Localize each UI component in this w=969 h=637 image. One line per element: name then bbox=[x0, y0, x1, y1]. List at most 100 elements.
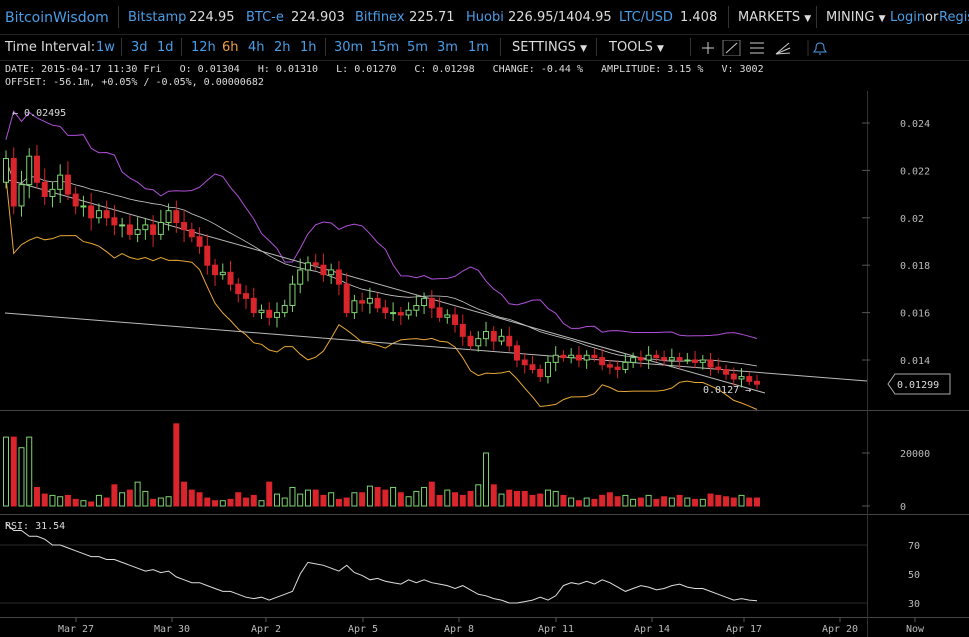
crosshair-icon[interactable] bbox=[702, 42, 714, 54]
volume-bar bbox=[219, 500, 226, 507]
x-tick-label: Apr 8 bbox=[444, 624, 474, 635]
low-marker: 0.0127 → bbox=[703, 385, 751, 396]
volume-bar bbox=[637, 497, 644, 507]
candle-body bbox=[289, 283, 296, 306]
volume-bar bbox=[188, 489, 195, 507]
volume-bar bbox=[405, 496, 412, 507]
candle-body bbox=[730, 373, 737, 380]
current-price-label: 0.01299 bbox=[897, 380, 939, 391]
ohlc-info: DATE: 2015-04-17 11:30 Fri O: 0.01304 H:… bbox=[5, 64, 764, 75]
interval-1m[interactable]: 1m bbox=[468, 40, 489, 55]
register-link[interactable]: Regis bbox=[939, 10, 969, 25]
caret-down-icon: ▼ bbox=[580, 44, 588, 54]
candle-body bbox=[699, 359, 706, 363]
volume-bar bbox=[692, 498, 699, 507]
volume-bar bbox=[250, 494, 257, 507]
chart-area[interactable]: 0.024 0.022 0.02 0.018 0.016 0.014 20000 0 70 5… bbox=[0, 91, 969, 637]
ticker-price-bitfinex: 225.71 bbox=[409, 10, 455, 25]
y-tick-label: 0.018 bbox=[900, 261, 930, 272]
caret-down-icon: ▼ bbox=[878, 14, 886, 24]
x-tick-label: Apr 5 bbox=[348, 624, 378, 635]
candle-body bbox=[243, 293, 250, 299]
ticker-exchange-huobi[interactable]: Huobi bbox=[466, 10, 504, 25]
candlesticks bbox=[3, 144, 760, 390]
candle-body bbox=[529, 364, 536, 370]
interval-1d[interactable]: 1d bbox=[157, 40, 174, 55]
bell-icon[interactable] bbox=[813, 42, 827, 55]
interval-1w[interactable]: 1w bbox=[96, 40, 115, 55]
candle-body bbox=[459, 323, 466, 337]
volume-bar bbox=[382, 489, 389, 507]
tools-label: TOOLS bbox=[609, 40, 653, 55]
candle-body bbox=[366, 297, 373, 304]
candle-body bbox=[142, 224, 149, 231]
volume-bar bbox=[126, 489, 133, 507]
bollinger-bands bbox=[5, 110, 758, 410]
candle-body bbox=[746, 376, 753, 382]
candle-body bbox=[405, 309, 412, 316]
interval-4h[interactable]: 4h bbox=[248, 40, 265, 55]
trendline-icon[interactable] bbox=[722, 40, 741, 56]
candle-body bbox=[95, 210, 102, 219]
offset-info: OFFSET: -56.1m, +0.05% / -0.05%, 0.00000… bbox=[5, 77, 264, 88]
volume-bar bbox=[266, 481, 273, 507]
candle-body bbox=[181, 222, 188, 231]
interval-3m[interactable]: 3m bbox=[437, 40, 458, 55]
candle-body bbox=[88, 205, 95, 219]
volume-bar bbox=[10, 436, 17, 507]
candle-body bbox=[583, 354, 590, 361]
horizontal-lines-icon[interactable] bbox=[750, 42, 764, 54]
candle-body bbox=[219, 271, 226, 276]
candle-body bbox=[467, 335, 474, 347]
volume-bar bbox=[328, 492, 335, 507]
interval-30m[interactable]: 30m bbox=[334, 40, 364, 55]
divider bbox=[596, 38, 597, 56]
volume-bar bbox=[33, 486, 40, 507]
settings-menu[interactable]: SETTINGS ▼ bbox=[512, 40, 587, 55]
candle-body bbox=[320, 264, 327, 276]
y-tick-label: 0.014 bbox=[900, 356, 930, 367]
login-link[interactable]: Login bbox=[890, 10, 926, 25]
ticker-exchange-btce[interactable]: BTC-e bbox=[246, 10, 284, 25]
volume-bar bbox=[335, 498, 342, 507]
candle-body bbox=[235, 283, 242, 295]
ticker-exchange-bitstamp[interactable]: Bitstamp bbox=[128, 10, 187, 25]
y-tick-label: 0.022 bbox=[900, 166, 930, 177]
volume-bar bbox=[537, 493, 544, 507]
x-tick-label: Mar 27 bbox=[58, 624, 94, 635]
volume-bar bbox=[227, 498, 234, 507]
x-tick-label: Apr 2 bbox=[251, 624, 281, 635]
markets-menu[interactable]: MARKETS ▼ bbox=[738, 10, 811, 25]
volume-bar bbox=[165, 496, 172, 507]
brand-logo[interactable]: BitcoinWisdom bbox=[5, 10, 109, 26]
candle-body bbox=[723, 368, 730, 375]
volume-bar bbox=[661, 496, 668, 507]
ticker-exchange-bitfinex[interactable]: Bitfinex bbox=[355, 10, 405, 25]
candle-body bbox=[498, 335, 505, 342]
ticker-price-bitstamp: 224.95 bbox=[189, 10, 235, 25]
tools-menu[interactable]: TOOLS ▼ bbox=[609, 40, 664, 55]
current-price-tag: 0.01299 bbox=[887, 373, 951, 395]
interval-2h[interactable]: 2h bbox=[274, 40, 291, 55]
volume-bar bbox=[235, 492, 242, 507]
mining-menu[interactable]: MINING ▼ bbox=[826, 10, 885, 25]
volume-bar bbox=[475, 484, 482, 507]
interval-5m[interactable]: 5m bbox=[407, 40, 428, 55]
x-tick-label: Apr 14 bbox=[634, 624, 670, 635]
candle-body bbox=[490, 331, 497, 342]
ticker-exchange-ltcusd[interactable]: LTC/USD bbox=[619, 10, 673, 25]
interval-15m[interactable]: 15m bbox=[370, 40, 400, 55]
candle-body bbox=[134, 229, 141, 235]
candle-body bbox=[258, 309, 265, 314]
interval-3d[interactable]: 3d bbox=[131, 40, 148, 55]
caret-down-icon: ▼ bbox=[804, 14, 812, 24]
divider bbox=[690, 38, 691, 56]
divider bbox=[325, 38, 326, 56]
x-axis: Mar 27 Mar 30 Apr 2 Apr 5 Apr 8 Apr 11 Apr 14 A… bbox=[58, 617, 925, 635]
high-marker: ← 0.02495 bbox=[12, 108, 66, 119]
divider bbox=[118, 6, 119, 28]
fib-fan-icon[interactable] bbox=[775, 42, 791, 55]
interval-1h[interactable]: 1h bbox=[300, 40, 317, 55]
interval-12h[interactable]: 12h bbox=[191, 40, 216, 55]
interval-6h[interactable]: 6h bbox=[222, 40, 239, 55]
